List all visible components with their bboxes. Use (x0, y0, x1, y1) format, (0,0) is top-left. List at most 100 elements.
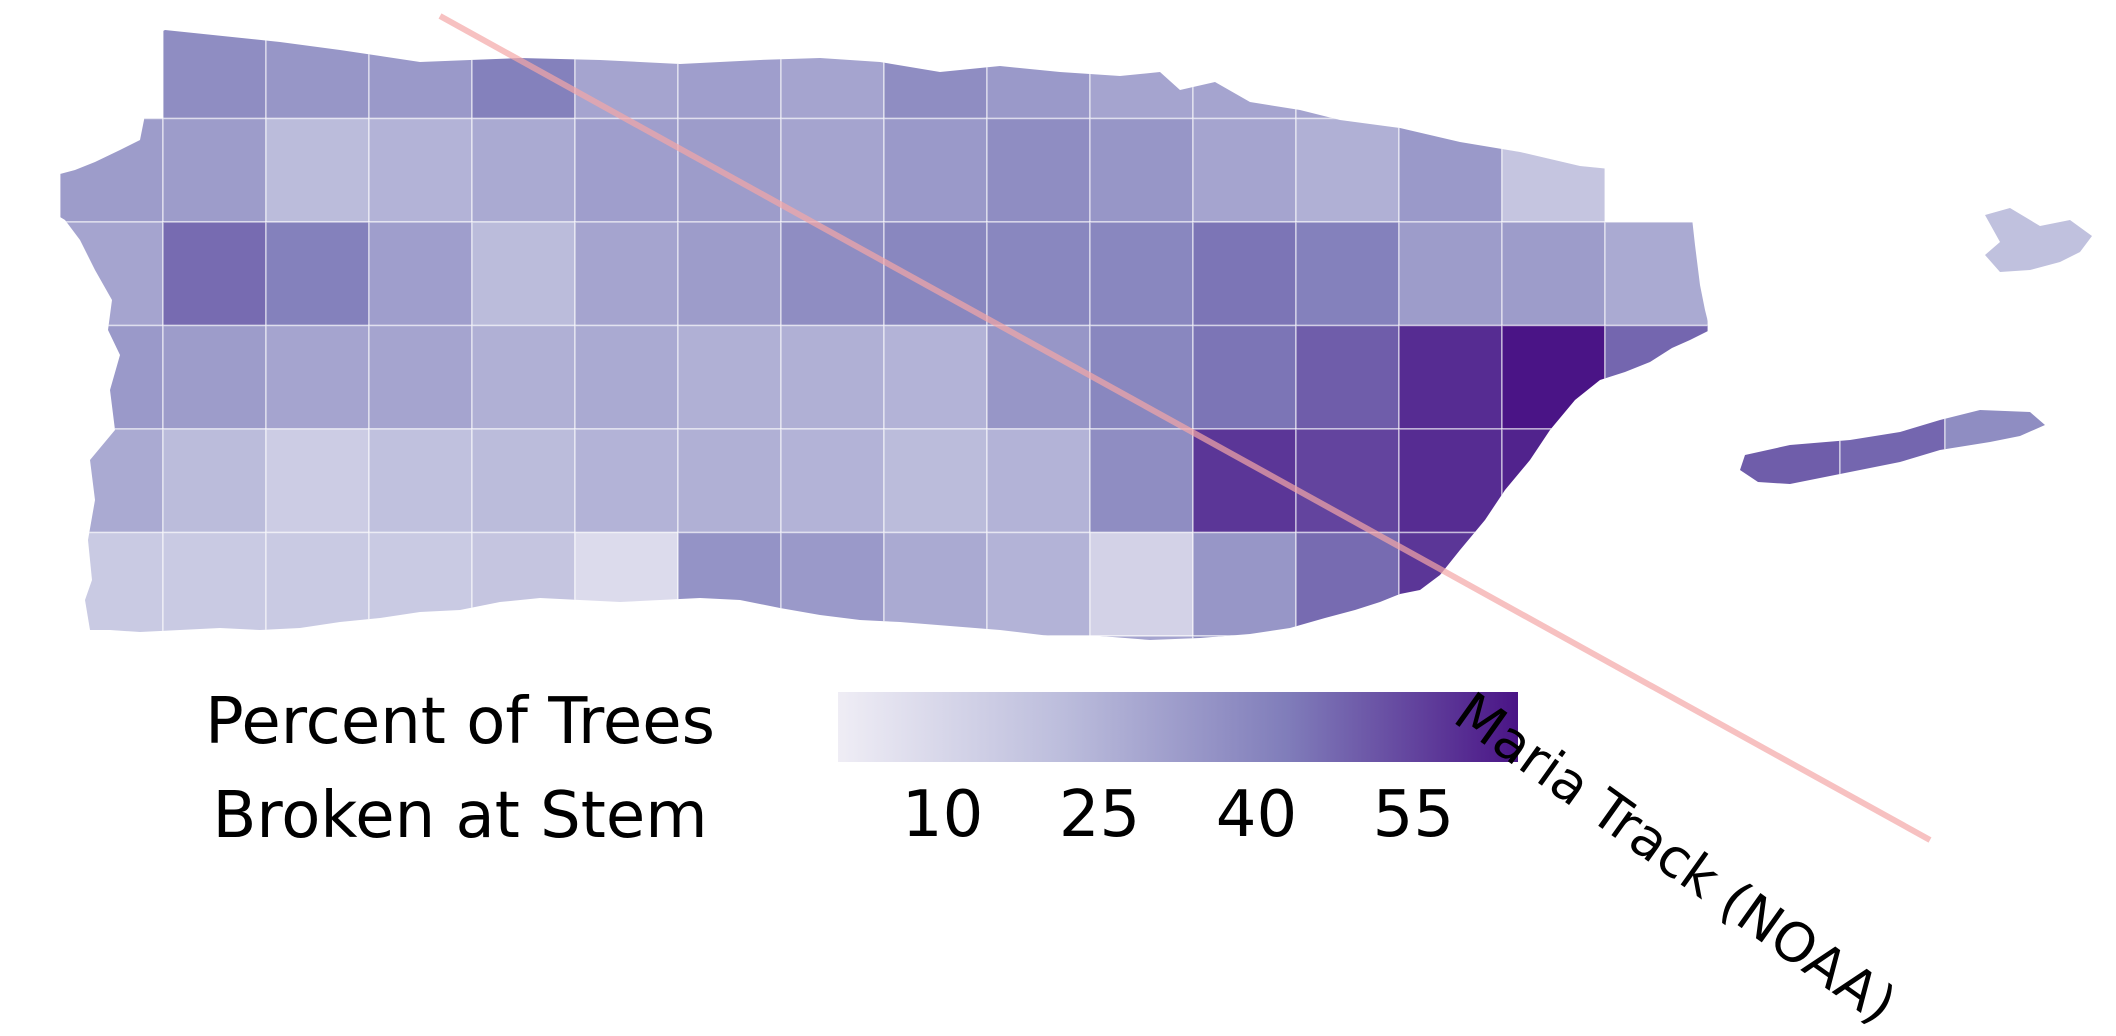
grid-cell (574, 428, 679, 534)
grid-cell (883, 117, 988, 223)
grid-cell (883, 428, 988, 534)
grid-cell (574, 221, 679, 327)
damage-grid (59, 30, 1709, 640)
grid-cell (1604, 221, 1709, 327)
hurricane-damage-map (59, 13, 2092, 843)
grid-cell (677, 531, 782, 637)
grid-cell (986, 221, 1091, 327)
grid-cell (1501, 117, 1606, 223)
legend-title: Percent of Trees Broken at Stem (150, 675, 770, 863)
grid-cell (1192, 221, 1297, 327)
grid-cell (574, 324, 679, 430)
grid-cell (1740, 410, 1841, 484)
grid-cell (59, 117, 164, 223)
grid-cell (59, 635, 164, 640)
grid-cell (1089, 428, 1194, 534)
vieques-island (1740, 410, 2045, 484)
grid-cell (162, 30, 267, 120)
legend-colorbar (838, 692, 1518, 762)
grid-cell (1192, 30, 1297, 120)
grid-cell (162, 428, 267, 534)
legend-tick: 55 (1372, 778, 1455, 852)
grid-cell (1295, 30, 1400, 120)
grid-cell (265, 117, 370, 223)
grid-cell (1501, 324, 1606, 430)
grid-cell (1295, 531, 1400, 637)
grid-cell (162, 531, 267, 637)
legend-title-line2: Broken at Stem (212, 779, 708, 853)
grid-cell (162, 324, 267, 430)
grid-cell (986, 428, 1091, 534)
grid-cell (162, 117, 267, 223)
grid-cell (574, 531, 679, 637)
legend-tick: 10 (901, 778, 984, 852)
grid-cell (368, 221, 473, 327)
grid-cell (1089, 531, 1194, 637)
grid-cell (368, 531, 473, 637)
grid-cell (986, 117, 1091, 223)
grid-cell (1089, 30, 1194, 120)
grid-cell (59, 428, 164, 534)
grid-cell (780, 30, 885, 120)
grid-cell (883, 30, 988, 120)
grid-cell (1398, 117, 1503, 223)
grid-cell (265, 221, 370, 327)
grid-cell (1295, 221, 1400, 327)
grid-cell (574, 30, 679, 120)
grid-cell (162, 221, 267, 327)
grid-cell (1501, 428, 1606, 534)
grid-cell (1295, 324, 1400, 430)
grid-cell (471, 30, 576, 120)
grid-cell (265, 324, 370, 430)
grid-cell (1398, 531, 1503, 637)
grid-cell (677, 30, 782, 120)
grid-cell (986, 30, 1091, 120)
culebra-island (1985, 208, 2092, 272)
grid-cell (471, 531, 576, 637)
grid-cell (780, 428, 885, 534)
grid-cell (986, 531, 1091, 637)
grid-cell (1398, 428, 1503, 534)
grid-cell (368, 324, 473, 430)
legend-tick-labels: 10 25 40 55 (800, 778, 1520, 858)
grid-cell (1192, 324, 1297, 430)
grid-cell (1295, 117, 1400, 223)
grid-cell (59, 324, 164, 430)
grid-cell (677, 117, 782, 223)
grid-cell (780, 324, 885, 430)
grid-cell (265, 30, 370, 120)
grid-cell (883, 324, 988, 430)
grid-cell (780, 221, 885, 327)
legend-tick: 40 (1215, 778, 1298, 852)
grid-cell (1985, 208, 2092, 272)
grid-cell (1398, 221, 1503, 327)
grid-cell (368, 30, 473, 120)
grid-cell (883, 531, 988, 637)
grid-cell (986, 324, 1091, 430)
legend-title-line1: Percent of Trees (205, 685, 715, 759)
grid-cell (780, 117, 885, 223)
grid-cell (471, 324, 576, 430)
grid-cell (1192, 117, 1297, 223)
grid-cell (677, 324, 782, 430)
grid-cell (1089, 324, 1194, 430)
grid-cell (1398, 324, 1503, 430)
grid-cell (574, 117, 679, 223)
grid-cell (1604, 324, 1709, 430)
grid-cell (471, 221, 576, 327)
grid-cell (780, 531, 885, 637)
grid-cell (1192, 531, 1297, 637)
grid-cell (677, 221, 782, 327)
hurricane-track-line (438, 13, 1932, 843)
grid-cell (1398, 30, 1503, 120)
grid-cell (677, 428, 782, 534)
grid-cell (471, 117, 576, 223)
grid-cell (1089, 635, 1194, 640)
grid-cell (1944, 410, 2045, 484)
grid-cell (1501, 30, 1606, 120)
grid-cell (265, 428, 370, 534)
grid-cell (1501, 221, 1606, 327)
grid-cell (471, 428, 576, 534)
grid-cell (59, 221, 164, 327)
grid-cell (1839, 410, 1946, 484)
